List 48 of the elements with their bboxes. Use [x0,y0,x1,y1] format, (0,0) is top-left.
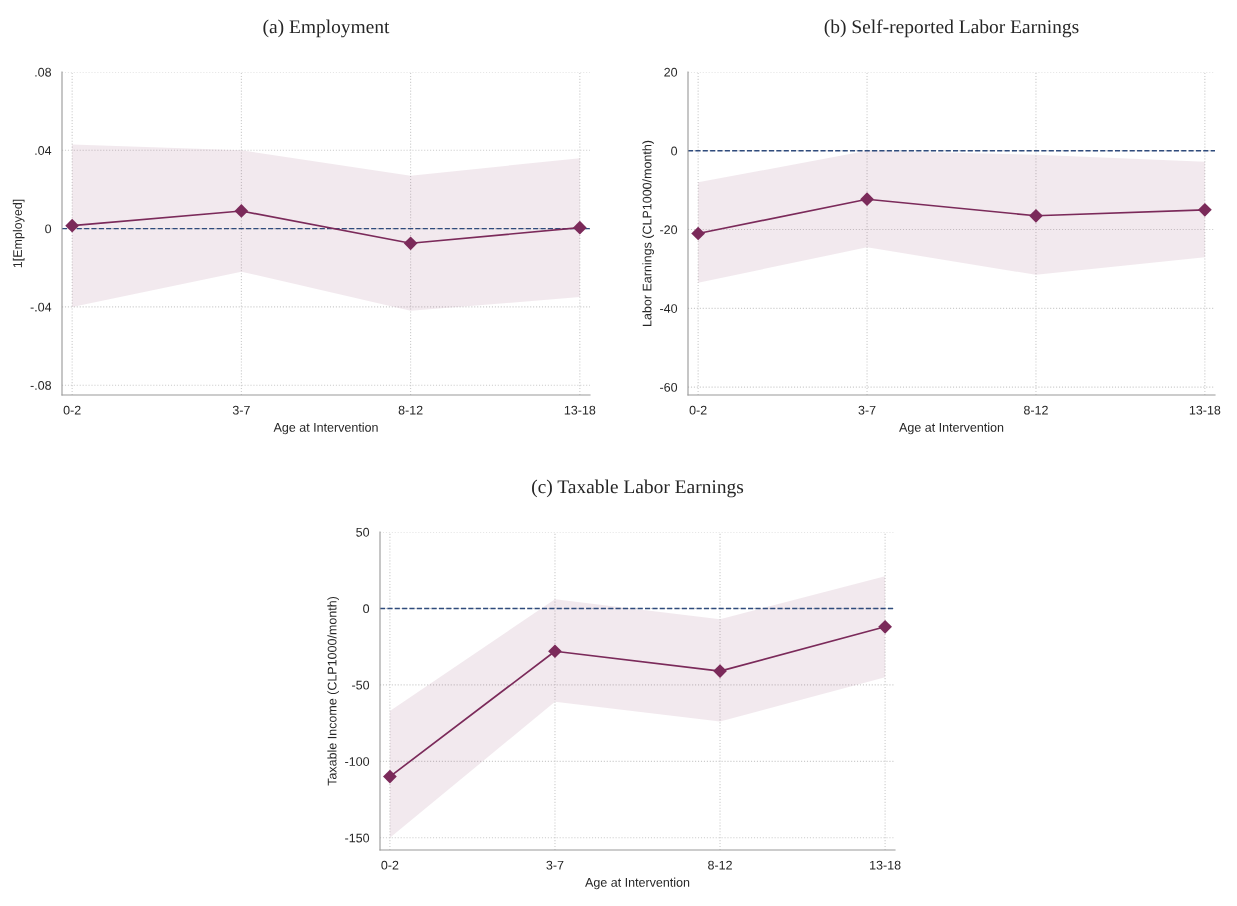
point [1197,202,1212,217]
x-tick-label: 3-7 [546,860,564,870]
x-tick-label: 8-12 [708,860,732,870]
y-tick-label: -20 [660,225,678,235]
x-tick-label: 13-18 [1189,405,1221,415]
point [691,226,706,241]
x-tick-label: 13-18 [870,860,901,870]
y-tick-label: -60 [660,382,678,392]
y-tick-label: -100 [345,757,370,766]
x-tick-label: 0-2 [689,405,707,415]
y-tick-label: 0 [671,146,678,156]
point [572,220,587,235]
y-tick-label: -50 [352,680,370,690]
y-axis-title: 1[Employed] [12,199,25,268]
y-tick-label: 0 [45,224,52,234]
y-tick-label: -.08 [30,381,52,390]
point [878,619,892,634]
y-axis-title: Taxable Income (CLP1000/month) [327,596,340,786]
chart-title: (c) Taxable Labor Earnings [532,479,744,498]
y-axis-title: Labor Earnings (CLP1000/month) [642,140,654,326]
x-axis-title: Age at Intervention [585,877,690,890]
x-axis-title: Age at Intervention [273,422,378,435]
y-tick-label: -40 [660,304,678,313]
y-tick-label: .08 [35,67,52,77]
y-tick-label: -150 [345,833,370,843]
x-tick-label: 13-18 [564,405,596,415]
point [234,204,249,218]
y-tick-label: 50 [356,527,370,537]
point [383,769,397,784]
x-tick-label: 3-7 [858,405,876,415]
y-tick-label: 0 [363,604,370,614]
chart-title: (b) Self-reported Labor Earnings [824,19,1079,38]
x-tick-label: 8-12 [1023,405,1048,415]
y-tick-label: 20 [664,67,678,77]
chart-title: (a) Employment [263,19,390,38]
x-tick-label: 0-2 [381,860,399,870]
point [403,236,418,251]
point [860,192,874,207]
x-tick-label: 3-7 [232,405,250,415]
y-tick-label: -.04 [30,302,52,312]
x-tick-label: 0-2 [63,405,81,415]
point [713,664,727,678]
y-tick-label: .04 [35,146,52,155]
point [1029,208,1043,223]
point [65,218,80,233]
x-axis-title: Age at Intervention [899,422,1004,435]
x-tick-label: 8-12 [398,405,423,415]
point [548,644,562,659]
